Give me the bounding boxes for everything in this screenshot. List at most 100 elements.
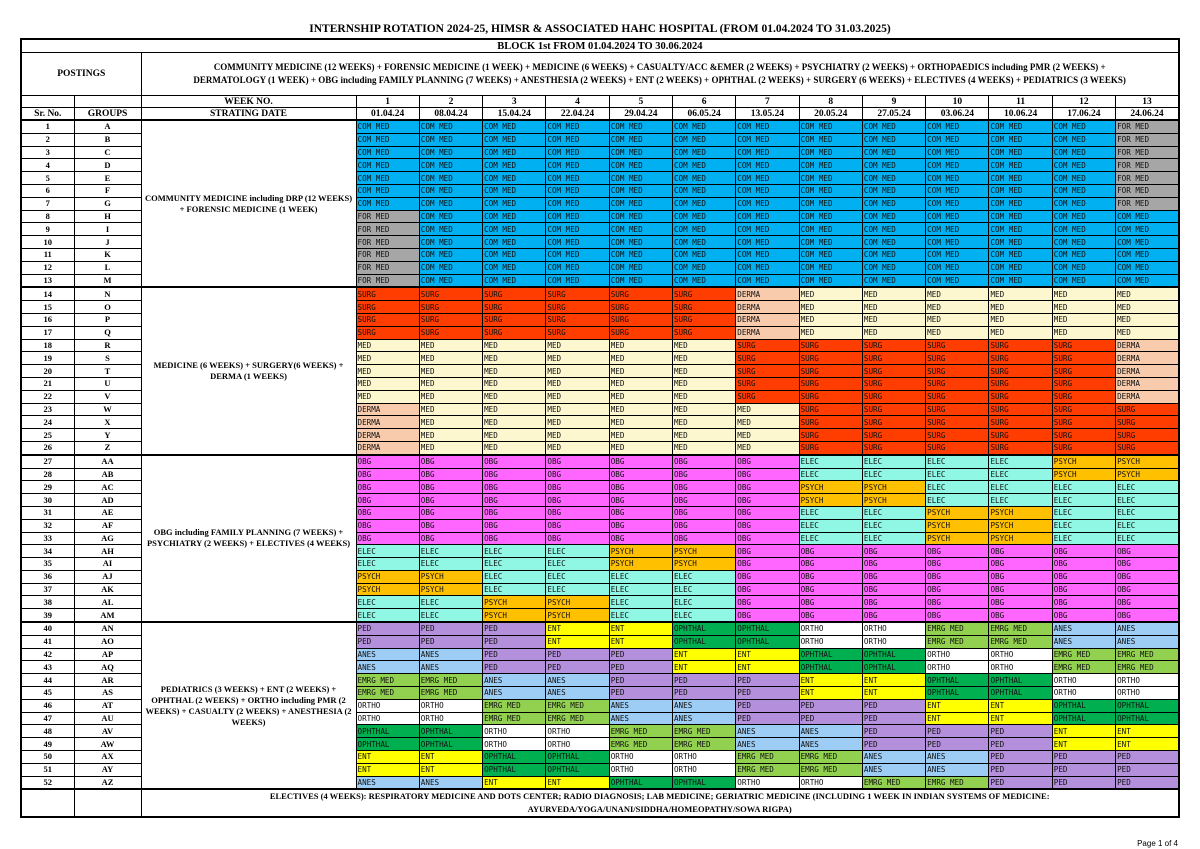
rotation-cell: DERMA bbox=[355, 440, 420, 456]
rotation-cell: COM MED bbox=[355, 158, 420, 173]
rotation-cell: OBG bbox=[861, 608, 927, 623]
week-number: 1 bbox=[355, 95, 420, 108]
rotation-cell: COM MED bbox=[1115, 235, 1180, 249]
rotation-cell: SURG bbox=[798, 415, 863, 430]
rotation-cell: MED bbox=[671, 415, 737, 430]
group-letter: V bbox=[73, 389, 142, 404]
rotation-cell: PED bbox=[671, 686, 737, 700]
rotation-cell: SURG bbox=[545, 300, 610, 314]
rotation-cell: COM MED bbox=[1051, 222, 1117, 237]
rotation-cell: COM MED bbox=[671, 171, 737, 185]
week-number: 5 bbox=[608, 95, 673, 108]
rotation-cell: COM MED bbox=[735, 273, 800, 288]
rotation-cell: EMRG MED bbox=[545, 711, 610, 726]
rotation-cell: MED bbox=[988, 325, 1053, 340]
rotation-cell: MED bbox=[608, 402, 673, 417]
rotation-cell: COM MED bbox=[545, 247, 610, 262]
rotation-cell: SURG bbox=[1051, 389, 1117, 404]
group-letter: AB bbox=[73, 467, 142, 482]
week-number: 6 bbox=[671, 95, 737, 108]
week-start-date: 10.06.24 bbox=[988, 107, 1053, 121]
rotation-cell: MED bbox=[545, 428, 610, 442]
rotation-cell: EMRG MED bbox=[355, 673, 420, 688]
rotation-cell: SURG bbox=[798, 440, 863, 456]
rotation-cell: OBG bbox=[608, 453, 673, 469]
rotation-cell: OBG bbox=[1115, 582, 1180, 597]
group-letter: X bbox=[73, 415, 142, 430]
rotation-cell: OBG bbox=[988, 595, 1053, 610]
rotation-cell: MED bbox=[418, 415, 484, 430]
rotation-cell: COM MED bbox=[545, 273, 610, 288]
rotation-cell: SURG bbox=[861, 351, 927, 366]
rotation-cell: MED bbox=[988, 300, 1053, 314]
group-letter: D bbox=[73, 158, 142, 173]
rotation-cell: SURG bbox=[1051, 364, 1117, 378]
rotation-cell: SURG bbox=[418, 325, 484, 340]
group-row: 40 AN PEDIATRICS (3 WEEKS) + ENT (2 WEEKS)… bbox=[20, 621, 1180, 790]
rotation-cell: PED bbox=[671, 673, 737, 688]
rotation-cell: COM MED bbox=[1051, 273, 1117, 288]
rotation-cell: MED bbox=[418, 351, 484, 366]
rotation-cell: COM MED bbox=[735, 118, 800, 134]
rotation-cell: OBG bbox=[608, 505, 673, 520]
rotation-cell: OBG bbox=[988, 608, 1053, 623]
rotation-cell: PED bbox=[418, 621, 484, 636]
rotation-cell: COM MED bbox=[545, 118, 610, 134]
rotation-cell: COM MED bbox=[482, 158, 547, 173]
rotation-cell: MED bbox=[608, 338, 673, 353]
rotation-cell: COM MED bbox=[418, 145, 484, 160]
rotation-cell: COM MED bbox=[418, 196, 484, 211]
rotation-cell: PSYCH bbox=[988, 518, 1053, 533]
rotation-cell: COM MED bbox=[798, 273, 863, 288]
rotation-cell: FOR MED bbox=[1115, 196, 1180, 211]
rotation-cell: OBG bbox=[1115, 557, 1180, 571]
group-letter: H bbox=[73, 209, 142, 224]
rotation-cell: ENT bbox=[1051, 724, 1117, 739]
sr-no: 13 bbox=[20, 273, 75, 288]
rotation-cell: MED bbox=[545, 338, 610, 353]
rotation-cell: ELEC bbox=[861, 453, 927, 469]
rotation-cell: MED bbox=[1051, 325, 1117, 340]
rotation-cell: SURG bbox=[798, 402, 863, 417]
rotation-cell: ELEC bbox=[798, 518, 863, 533]
sr-no: 24 bbox=[20, 415, 75, 430]
rotation-cell: SURG bbox=[735, 364, 800, 378]
rotation-cell: PSYCH bbox=[861, 480, 927, 495]
rotation-cell: ENT bbox=[988, 711, 1053, 726]
rotation-cell: OBG bbox=[608, 480, 673, 495]
rotation-cell: COM MED bbox=[861, 196, 927, 211]
rotation-cell: EMRG MED bbox=[1115, 647, 1180, 662]
group-row: 26 Z DERMA MED MED MED MED MED MED SURG SURG SURG SU… bbox=[20, 440, 1180, 456]
rotation-cell: MED bbox=[1115, 300, 1180, 314]
rotation-cell: MED bbox=[545, 402, 610, 417]
sr-no: 12 bbox=[20, 260, 75, 275]
rotation-table: BLOCK 1st FROM 01.04.2024 TO 30.06.2024 … bbox=[20, 38, 1180, 819]
rotation-cell: OBG bbox=[735, 467, 800, 482]
rotation-cell: COM MED bbox=[735, 260, 800, 275]
rotation-cell: ENT bbox=[418, 762, 484, 777]
rotation-cell: OBG bbox=[608, 467, 673, 482]
rotation-cell: COM MED bbox=[482, 171, 547, 185]
rotation-cell: FOR MED bbox=[355, 260, 420, 275]
rotation-cell: COM MED bbox=[798, 171, 863, 185]
sr-no: 40 bbox=[20, 621, 75, 636]
group-letter: AS bbox=[73, 686, 142, 700]
rotation-cell: DERMA bbox=[735, 325, 800, 340]
rotation-cell: MED bbox=[608, 364, 673, 378]
rotation-cell: PSYCH bbox=[608, 544, 673, 559]
rotation-cell: ANES bbox=[418, 647, 484, 662]
rotation-cell: ELEC bbox=[798, 453, 863, 469]
group-row: 12 L FOR MED COM MED COM MED COM MED COM MED CO… bbox=[20, 260, 1180, 275]
rotation-cell: COM MED bbox=[355, 196, 420, 211]
rotation-cell: SURG bbox=[798, 338, 863, 353]
group-row: 13 M FOR MED COM MED COM MED COM MED COM MED CO… bbox=[20, 273, 1180, 288]
rotation-cell: PED bbox=[861, 711, 927, 726]
rotation-cell: EMRG MED bbox=[418, 686, 484, 700]
rotation-cell: MED bbox=[482, 351, 547, 366]
rotation-cell: OBG bbox=[798, 569, 863, 584]
sr-no: 27 bbox=[20, 453, 75, 469]
rotation-cell: COM MED bbox=[671, 247, 737, 262]
rotation-cell: COM MED bbox=[482, 196, 547, 211]
rotation-cell: SURG bbox=[925, 440, 990, 456]
rotation-cell: SURG bbox=[988, 440, 1053, 456]
